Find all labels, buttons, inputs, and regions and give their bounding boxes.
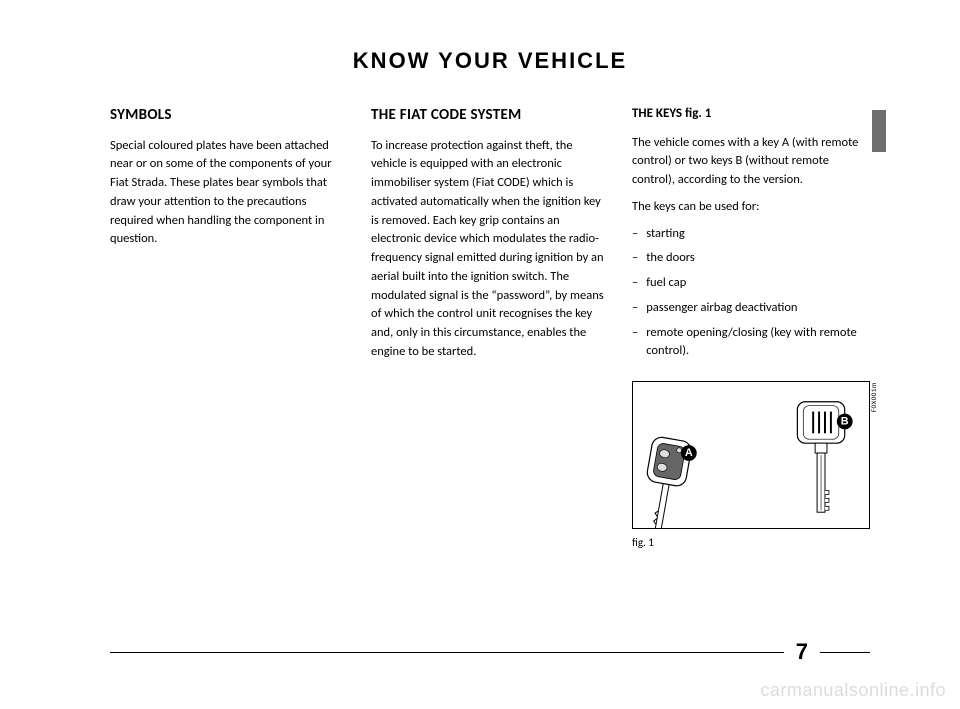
dash-icon: –: [632, 299, 638, 318]
dash-icon: –: [632, 324, 638, 362]
label-b: B: [841, 415, 849, 427]
heading-symbols: SYMBOLS: [110, 104, 343, 127]
figure-keys: F0X001m: [632, 381, 870, 529]
page-footer: 7: [110, 639, 870, 665]
heading-fiat-code: THE FIAT CODE SYSTEM: [371, 104, 604, 127]
list-item: –the doors: [632, 249, 870, 268]
keys-p1: The vehicle comes with a key A (with rem…: [632, 134, 870, 190]
dash-icon: –: [632, 249, 638, 268]
column-keys: THE KEYS fig. 1 The vehicle comes with a…: [632, 104, 870, 552]
watermark: carmanualsonline.info: [760, 680, 946, 701]
body-symbols: Special coloured plates have been attach…: [110, 137, 343, 250]
list-text: remote opening/closing (key with remote …: [646, 324, 870, 362]
figure-code: F0X001m: [869, 382, 880, 412]
list-text: passenger airbag deactivation: [646, 299, 797, 318]
footer-line-right: [820, 652, 870, 653]
list-item: –starting: [632, 225, 870, 244]
list-item: –fuel cap: [632, 274, 870, 293]
label-a: A: [685, 447, 693, 459]
heading-keys: THE KEYS fig. 1: [632, 104, 870, 124]
dash-icon: –: [632, 225, 638, 244]
section-tab: [872, 110, 886, 152]
figure-caption: fig. 1: [632, 535, 870, 552]
page-title: KNOW YOUR VEHICLE: [110, 48, 870, 74]
footer-line-left: [110, 652, 784, 653]
page-number: 7: [784, 639, 820, 665]
column-fiat-code: THE FIAT CODE SYSTEM To increase protect…: [371, 104, 604, 552]
list-text: the doors: [646, 249, 695, 268]
column-symbols: SYMBOLS Special coloured plates have bee…: [110, 104, 343, 552]
dash-icon: –: [632, 274, 638, 293]
content-columns: SYMBOLS Special coloured plates have bee…: [110, 104, 870, 552]
keys-p2: The keys can be used for:: [632, 198, 870, 217]
list-item: –remote opening/closing (key with remote…: [632, 324, 870, 362]
list-text: starting: [646, 225, 685, 244]
body-fiat-code: To increase protection against theft, th…: [371, 137, 604, 362]
list-item: –passenger airbag deactivation: [632, 299, 870, 318]
list-text: fuel cap: [646, 274, 686, 293]
keys-illustration: A: [633, 382, 869, 528]
